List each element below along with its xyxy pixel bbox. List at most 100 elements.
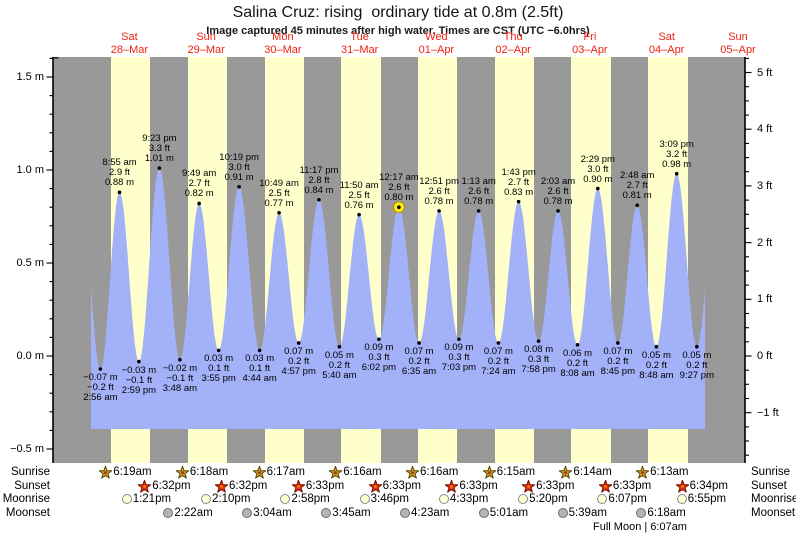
row-label-moonrise-right: Moonrise (751, 493, 796, 505)
full-moon-note: Full Moon | 6:07am (593, 521, 687, 533)
tide-label-line: 0.2 ft (288, 355, 310, 367)
tide-low-label: −0.02 m −0.1 ft 3:48 am (151, 363, 209, 394)
tide-label-line: 10:49 am (259, 177, 299, 189)
tide-label-line: 4:44 am (242, 373, 277, 385)
sunset-time: 6:33pm (536, 480, 575, 492)
sunset-event: 6:33pm (368, 479, 421, 493)
tide-label-line: 0.05 m (324, 349, 354, 361)
tide-label-line: 12:17 am (379, 172, 419, 184)
daylight-band (418, 57, 458, 463)
sunrise-event: 6:16am (329, 465, 382, 479)
row-label-sunrise: Sunrise (11, 466, 50, 478)
tide-high-label: 8:55 am 2.9 ft 0.88 m (91, 158, 149, 188)
tide-label-line: −0.1 ft (125, 374, 153, 386)
tide-label-line: 8:55 am (102, 157, 137, 169)
daylight-band (264, 57, 304, 463)
day-label-text: Thu (503, 31, 523, 43)
tide-label-line: 2:56 am (83, 392, 118, 404)
moonrise-time: 6:55pm (687, 493, 727, 505)
tide-label-line: 0.07 m (483, 345, 513, 357)
row-label-sunset-right: Sunset (751, 480, 787, 492)
tide-low-label: −0.03 m −0.1 ft 2:59 pm (110, 364, 168, 396)
tide-label-line: 0.07 m (603, 345, 633, 357)
sunset-time: 6:32pm (229, 480, 268, 492)
daylight-band (341, 57, 381, 463)
day-label-text: 05–Apr (720, 43, 756, 56)
tide-label-line: 0.77 m (264, 197, 294, 209)
day-label-text: Sat (658, 31, 675, 43)
tide-label-line: 2.8 ft (308, 174, 330, 186)
tide-label-line: −0.03 m (121, 364, 157, 376)
tide-label-line: 2:29 pm (580, 153, 615, 165)
sunset-event: 6:33pm (522, 479, 574, 493)
tide-label-line: 0.1 ft (249, 363, 271, 375)
sunset-star-icon (522, 479, 536, 493)
right-axis-ticks (745, 57, 752, 456)
day-label: Thu 02–Apr (477, 31, 549, 56)
tide-low-label: 0.06 m 0.2 ft 8:08 am (549, 348, 607, 379)
tide-high-label: 12:17 am 2.6 ft 0.80 m (370, 173, 428, 203)
right-axis-label: 4 ft (757, 123, 773, 136)
moonrise-event: 2:10pm (201, 492, 250, 506)
tide-label-line: 0.90 m (583, 173, 613, 185)
tide-label-line: 0.07 m (284, 345, 314, 357)
sunrise-event: 6:17am (252, 465, 305, 479)
sunset-star-icon (368, 479, 382, 493)
tide-label-line: 0.98 m (662, 158, 692, 170)
tide-label-line: 0.09 m (364, 342, 394, 354)
day-label: Sun 29–Mar (170, 31, 242, 56)
tide-label-line: 10:19 pm (219, 151, 259, 163)
left-axis-label: 1.5 m (16, 71, 44, 83)
tide-label-line: 0.76 m (344, 199, 374, 211)
sunrise-time: 6:13am (650, 466, 689, 478)
sunrise-time: 6:19am (113, 466, 152, 478)
sunset-star-icon (291, 479, 305, 493)
daylight-band (571, 57, 611, 463)
tide-label-line: 2.9 ft (108, 167, 131, 179)
sunrise-event: 6:15am (482, 465, 535, 479)
tide-label-line: 0.78 m (424, 195, 454, 207)
tide-label-line: 0.78 m (543, 195, 573, 207)
moonrise-event: 4:33pm (438, 492, 488, 506)
tide-label-line: 0.2 ft (328, 359, 350, 371)
tide-label-line: −0.1 ft (166, 372, 194, 384)
moonset-icon (242, 508, 253, 518)
moonset-icon (400, 508, 411, 518)
tide-label-line: 0.2 ft (645, 359, 667, 371)
tide-label-line: 1:13 am (461, 175, 496, 187)
moonrise-event: 2:58pm (280, 492, 330, 506)
day-label: Fri 03–Apr (554, 31, 626, 56)
sunset-event: 6:33pm (291, 479, 344, 493)
right-axis-label: −1 ft (757, 406, 779, 419)
day-label-text: Sun (196, 31, 216, 43)
sunset-time: 6:33pm (612, 480, 652, 492)
sunrise-event: 6:19am (99, 465, 152, 479)
tide-low-label: 0.07 m 0.2 ft 6:35 am (390, 345, 448, 377)
tide-label-line: 0.3 ft (368, 352, 390, 364)
right-axis-label: 3 ft (757, 179, 773, 192)
chart-title: Salina Cruz: rising ordinary tide at 0.8… (232, 4, 564, 21)
daylight-band (494, 57, 535, 463)
sunrise-star-icon (482, 465, 496, 479)
moonset-event: 5:01am (478, 506, 528, 520)
tide-label-line: 0.83 m (504, 186, 534, 198)
tide-high-label: 2:48 am 2.7 ft 0.81 m (608, 171, 666, 201)
tide-high-label: 3:09 pm 3.2 ft 0.98 m (648, 138, 706, 170)
sunset-star-icon (138, 479, 152, 493)
left-axis-label: 0.0 m (16, 350, 44, 362)
moonrise-icon (280, 494, 291, 504)
moonrise-time: 6:07pm (608, 493, 647, 505)
tide-label-line: 0.82 m (184, 188, 214, 200)
moonset-icon (636, 508, 647, 518)
tide-label-line: 3:09 pm (659, 138, 694, 150)
tide-label-line: 2:48 am (620, 170, 655, 182)
tide-label-line: 0.07 m (404, 345, 434, 357)
moonset-icon (163, 508, 174, 518)
day-label: Sat 28–Mar (93, 31, 165, 56)
tide-label-line: 0.91 m (224, 171, 254, 183)
tide-label-line: 7:58 pm (521, 364, 556, 376)
day-label: Sun 05–Apr (702, 31, 774, 56)
tide-label-line: 9:23 pm (142, 133, 177, 145)
day-label-text: 28–Mar (110, 43, 149, 56)
